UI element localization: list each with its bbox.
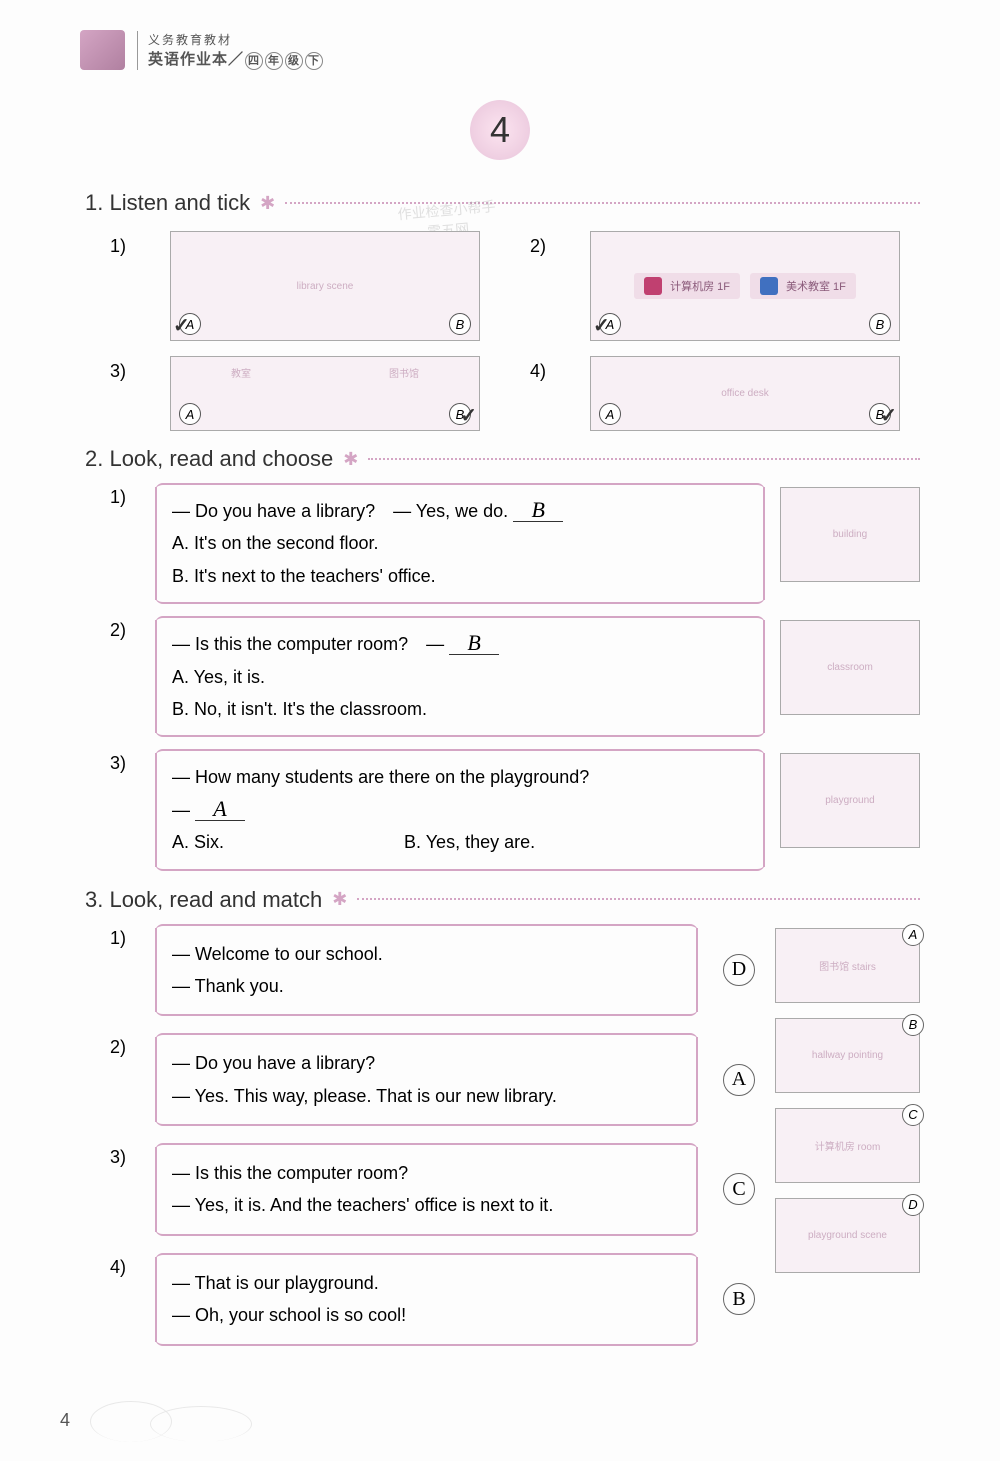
sign-b: 美术教室 1F [750,273,856,299]
match-image-d: playground scene D [775,1198,920,1273]
match-container: 1) — Welcome to our school. — Thank you.… [110,928,920,1367]
item-number: 3) [110,753,140,774]
section-2-content: 1) — Do you have a library? — Yes, we do… [80,487,920,867]
page-header: 义务教育教材 英语作业本／四年级下 [80,30,920,70]
header-subtitle: 义务教育教材 [148,31,324,48]
item-number: 4) [530,361,560,382]
unit-number: 4 [80,100,920,160]
match-bubble: — Welcome to our school. — Thank you. [155,928,698,1013]
question-image: building [780,487,920,582]
option-a: A [179,403,201,425]
item-number: 2) [110,620,140,641]
section-3-title: 3. Look, read and match ✱ [85,887,920,913]
match-item-2: 2) — Do you have a library? — Yes. This … [110,1037,755,1122]
header-title: 英语作业本／四年级下 [148,48,324,70]
match-item-4: 4) — That is our playground. — Oh, your … [110,1257,755,1342]
header-text: 义务教育教材 英语作业本／四年级下 [137,31,324,70]
question-bubble: — Do you have a library? — Yes, we do. B… [155,487,765,600]
image-label: D [902,1194,924,1216]
unit-circle: 4 [470,100,530,160]
page: 义务教育教材 英语作业本／四年级下 作业检查小帮手零五网 4 1. Listen… [0,0,1000,1461]
item-number: 2) [530,236,560,257]
section-2-title: 2. Look, read and choose ✱ [85,446,920,472]
check-icon: ✓ [460,403,477,428]
item-number: 4) [110,1257,140,1278]
match-images: 图书馆 stairs A hallway pointing B 计算机房 roo… [775,928,920,1367]
computer-icon [644,277,662,295]
match-item-3: 3) — Is this the computer room? — Yes, i… [110,1147,755,1232]
image-label: C [902,1104,924,1126]
check-icon: ✓ [880,403,897,428]
image-label: B [902,1014,924,1036]
match-answer[interactable]: B [723,1283,755,1315]
question-1: 1) — Do you have a library? — Yes, we do… [110,487,920,600]
match-answer[interactable]: A [723,1064,755,1096]
match-bubble: — Do you have a library? — Yes. This way… [155,1037,698,1122]
star-icon: ✱ [260,193,275,214]
check-icon: ✓ [593,313,610,338]
item-number: 1) [110,928,140,949]
listen-image-2: 计算机房 1F 美术教室 1F A ✓ B [590,231,900,341]
image-label: A [902,924,924,946]
question-bubble: — How many students are there on the pla… [155,753,765,866]
section-3-content: 1) — Welcome to our school. — Thank you.… [80,928,920,1367]
match-image-c: 计算机房 room C [775,1108,920,1183]
question-image: playground [780,753,920,848]
answer-blank[interactable]: B [449,632,499,655]
option-a: A [599,403,621,425]
art-icon [760,277,778,295]
question-2: 2) — Is this the computer room? — B A. Y… [110,620,920,733]
option-b: B [449,313,471,335]
match-questions: 1) — Welcome to our school. — Thank you.… [110,928,755,1367]
listen-image-3: 教室 图书馆 A B ✓ [170,356,480,431]
match-answer[interactable]: C [723,1173,755,1205]
item-number: 2) [110,1037,140,1058]
answer-blank[interactable]: B [513,499,563,522]
match-bubble: — That is our playground. — Oh, your sch… [155,1257,698,1342]
question-image: classroom [780,620,920,715]
page-number: 4 [60,1410,70,1431]
match-image-a: 图书馆 stairs A [775,928,920,1003]
listen-row-2: 3) 教室 图书馆 A B ✓ 4) office desk A B ✓ [110,356,920,431]
publisher-logo [80,30,125,70]
listen-image-4: office desk A B ✓ [590,356,900,431]
cloud-decoration [90,1391,290,1441]
question-3: 3) — How many students are there on the … [110,753,920,866]
match-bubble: — Is this the computer room? — Yes, it i… [155,1147,698,1232]
question-bubble: — Is this the computer room? — B A. Yes,… [155,620,765,733]
match-image-b: hallway pointing B [775,1018,920,1093]
match-answer[interactable]: D [723,954,755,986]
option-b: B [869,313,891,335]
item-number: 3) [110,361,140,382]
answer-blank[interactable]: A [195,798,245,821]
item-number: 3) [110,1147,140,1168]
sign-a: 计算机房 1F [634,273,740,299]
star-icon: ✱ [343,449,358,470]
match-item-1: 1) — Welcome to our school. — Thank you.… [110,928,755,1013]
check-icon: ✓ [173,313,190,338]
item-number: 1) [110,487,140,508]
listen-image-1: library scene A ✓ B [170,231,480,341]
item-number: 1) [110,236,140,257]
star-icon: ✱ [332,889,347,910]
